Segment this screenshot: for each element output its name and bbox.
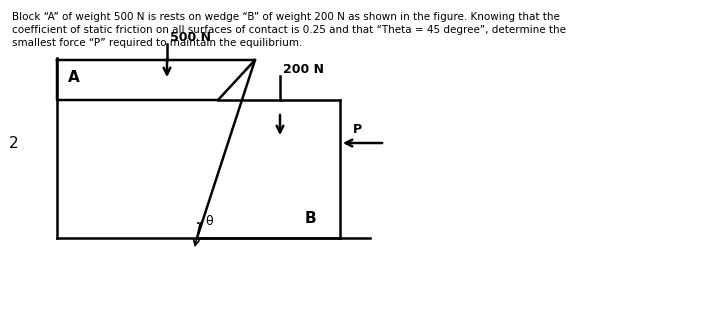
- Text: smallest force “P” required to maintain the equilibrium.: smallest force “P” required to maintain …: [12, 38, 302, 48]
- Text: B: B: [304, 211, 316, 226]
- Text: θ: θ: [205, 215, 213, 228]
- Text: Block “A” of weight 500 N is rests on wedge “B” of weight 200 N as shown in the : Block “A” of weight 500 N is rests on we…: [12, 12, 560, 22]
- Text: coefficient of static friction on all surfaces of contact is 0.25 and that “Thet: coefficient of static friction on all su…: [12, 25, 566, 35]
- Text: 2: 2: [9, 135, 19, 151]
- Text: 200 N: 200 N: [283, 63, 324, 76]
- Text: 500 N: 500 N: [170, 31, 211, 44]
- Text: A: A: [68, 70, 79, 85]
- Text: P: P: [353, 123, 362, 136]
